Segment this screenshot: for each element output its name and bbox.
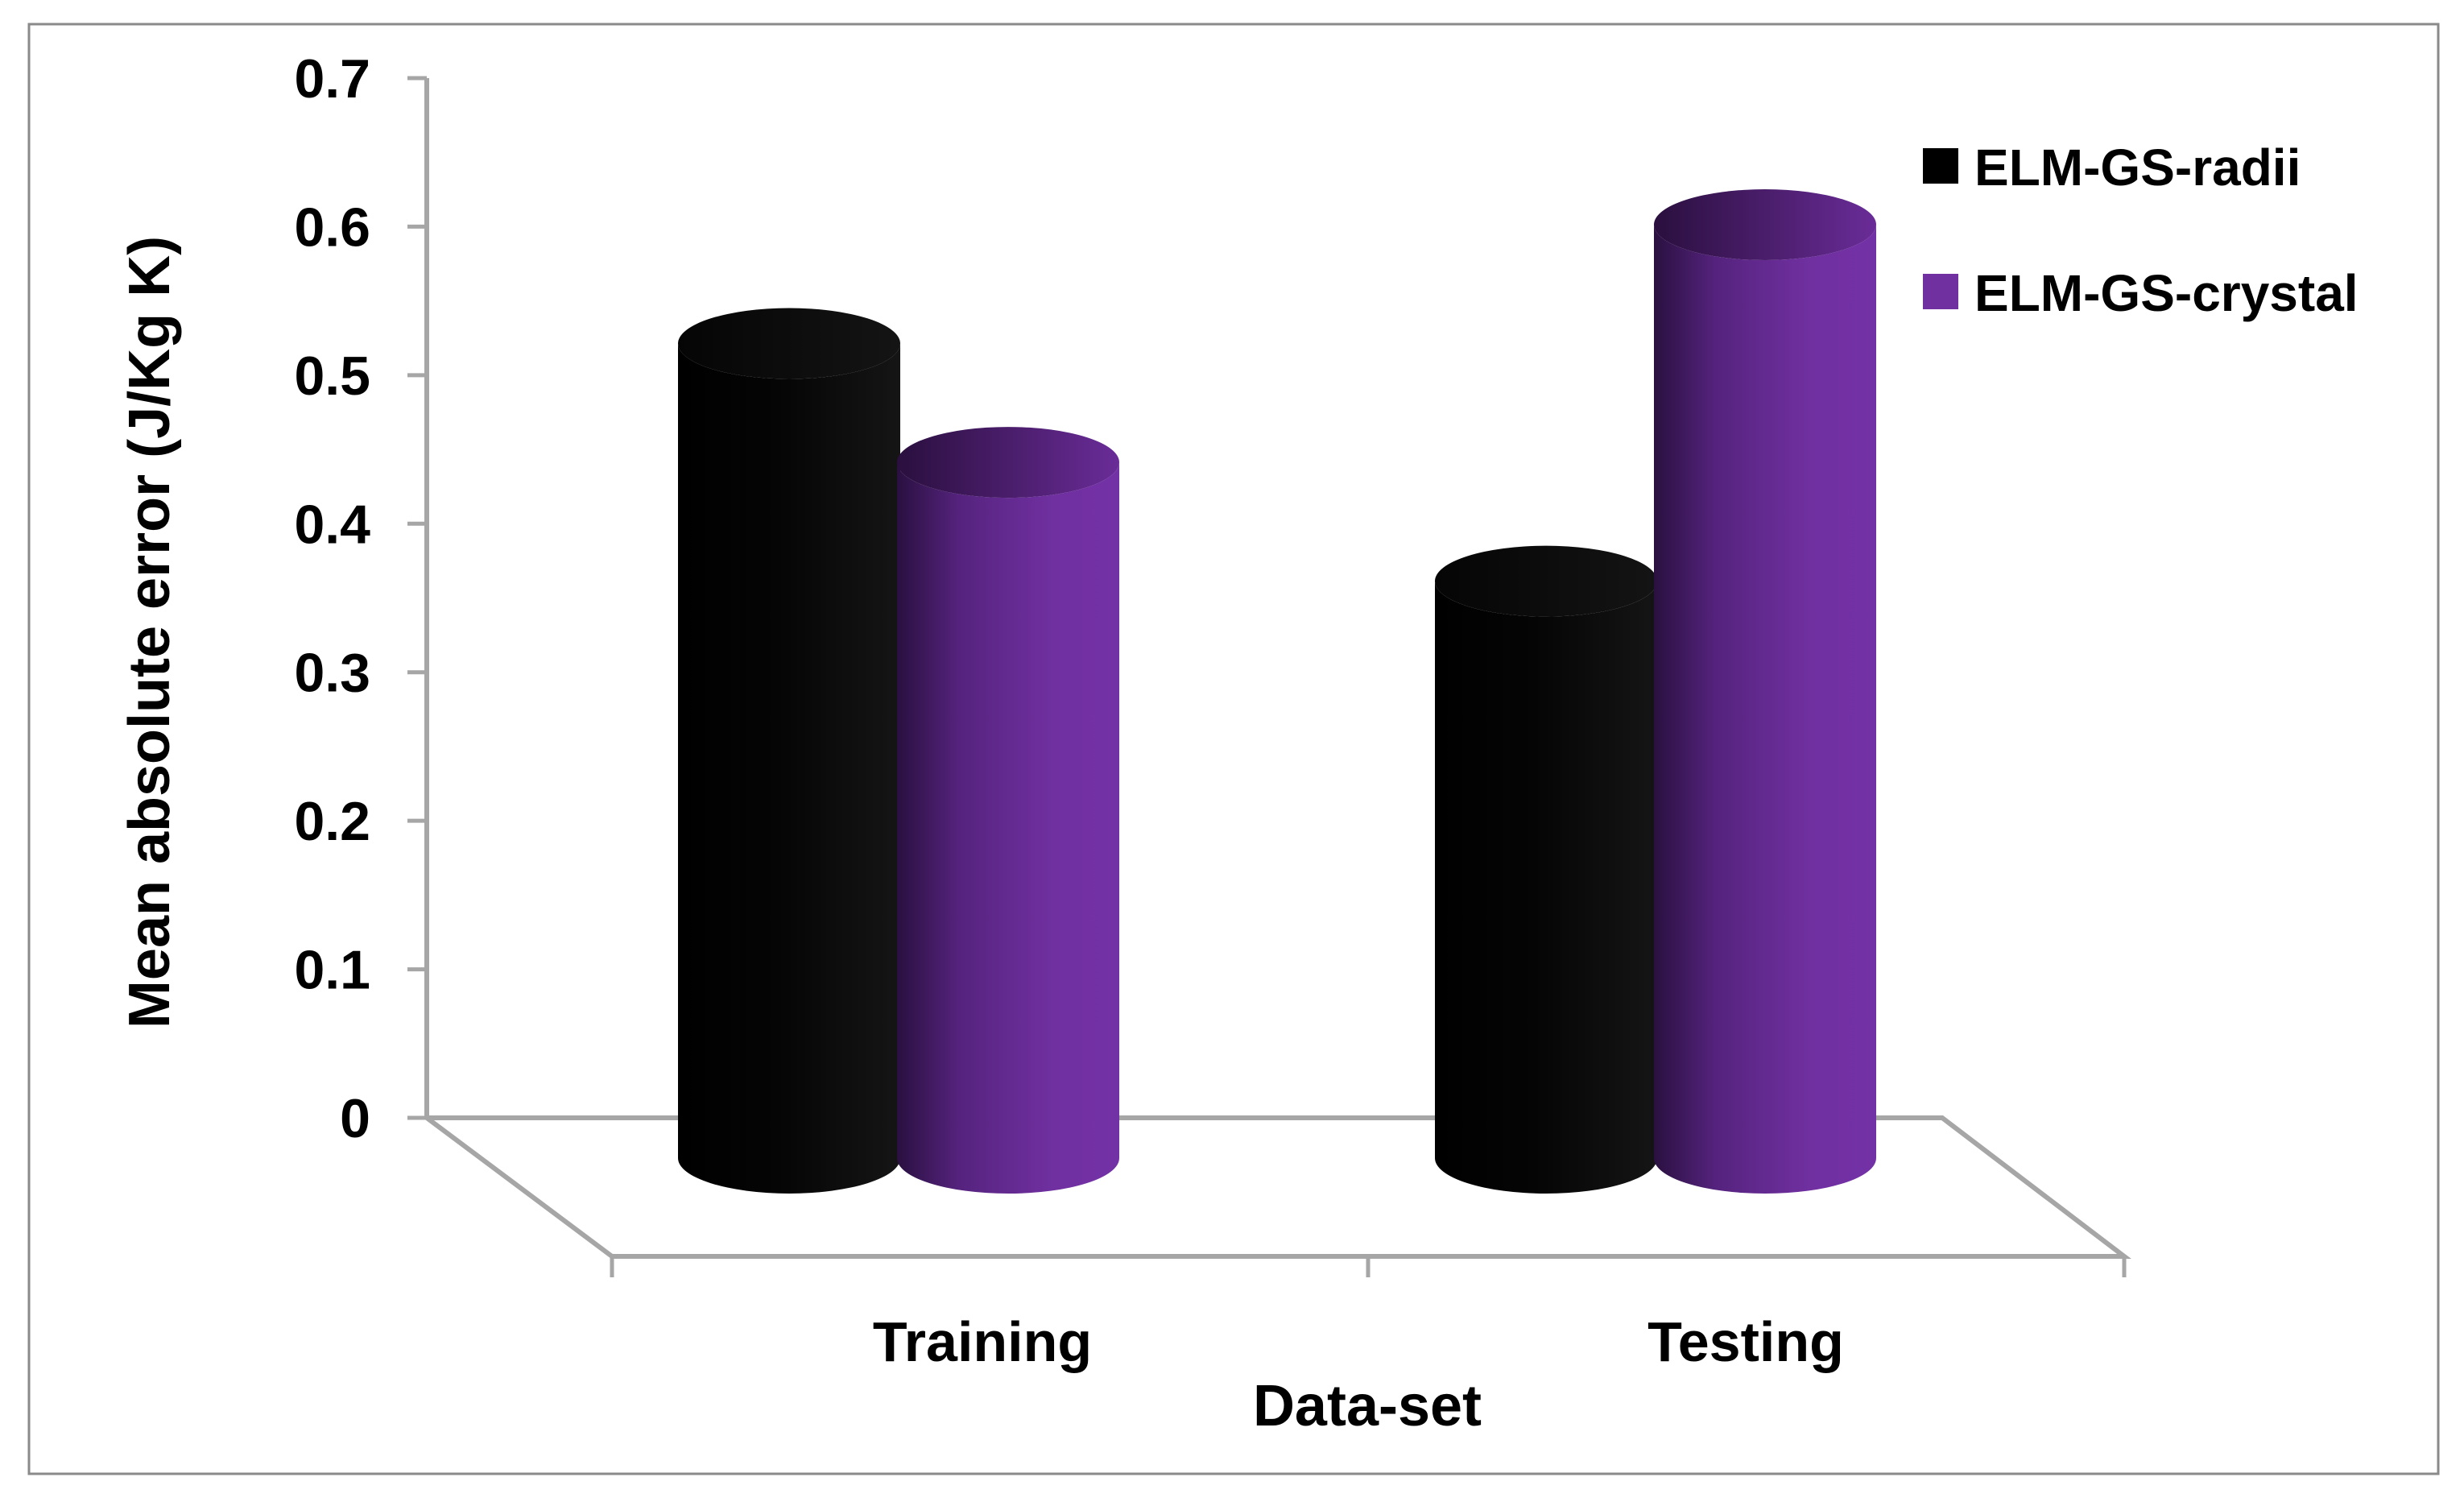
y-tick-label: 0.7	[294, 48, 370, 110]
bar-top	[1435, 545, 1657, 617]
y-tick-label: 0.5	[294, 346, 370, 407]
bar-body	[1654, 224, 1876, 1194]
bar-body	[1435, 581, 1657, 1194]
x-category-label-testing: Testing	[1647, 1310, 1844, 1373]
y-tick-label: 0.3	[294, 643, 370, 704]
x-category-label-training: Training	[873, 1310, 1092, 1373]
y-tick-label: 0.1	[294, 940, 370, 1001]
y-tick-label: 0.2	[294, 791, 370, 852]
y-axis-title: Mean absolute error (J/Kg K)	[118, 236, 182, 1028]
bar-testing-elm-gs-radii	[1435, 545, 1657, 1194]
y-tick-label: 0	[340, 1088, 370, 1149]
bar-top	[678, 308, 900, 379]
legend-swatch-radii	[1923, 148, 1958, 184]
chart-frame	[27, 23, 2440, 1475]
legend: ELM-GS-radii ELM-GS-crystal	[1923, 139, 2359, 322]
bar-top	[1654, 188, 1876, 260]
bar-top	[897, 427, 1119, 499]
bar-training-elm-gs-radii	[678, 308, 900, 1194]
bar-body	[897, 462, 1119, 1194]
legend-label-radii: ELM-GS-radii	[1974, 139, 2301, 197]
bar-body	[678, 343, 900, 1194]
bar-training-elm-gs-crystal	[897, 427, 1119, 1194]
x-axis-title: Data-set	[1253, 1374, 1482, 1438]
y-tick-label: 0.6	[294, 197, 370, 258]
y-axis: 0 0.1 0.2 0.3 0.4 0.5 0.6 0.7	[294, 48, 429, 1149]
legend-swatch-crystal	[1923, 274, 1958, 309]
legend-label-crystal: ELM-GS-crystal	[1974, 264, 2359, 322]
y-tick-label: 0.4	[294, 494, 370, 555]
bar-series	[678, 188, 1876, 1194]
bar-testing-elm-gs-crystal	[1654, 188, 1876, 1194]
